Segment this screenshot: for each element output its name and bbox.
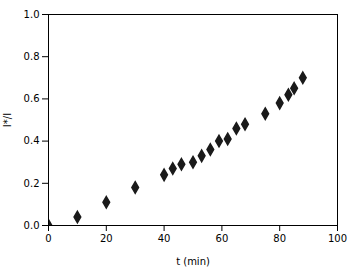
svg-text:0.8: 0.8 [24, 51, 40, 62]
svg-text:t (min): t (min) [176, 256, 210, 267]
svg-text:0.6: 0.6 [24, 93, 40, 104]
svg-text:0.4: 0.4 [24, 135, 40, 146]
svg-text:I*/I: I*/I [2, 113, 13, 127]
svg-text:100: 100 [328, 233, 347, 244]
svg-text:0.0: 0.0 [24, 220, 40, 231]
svg-text:1.0: 1.0 [24, 9, 40, 20]
svg-text:0.2: 0.2 [24, 178, 40, 189]
svg-text:20: 20 [100, 233, 113, 244]
svg-text:60: 60 [216, 233, 229, 244]
svg-text:80: 80 [273, 233, 286, 244]
svg-text:40: 40 [158, 233, 171, 244]
svg-text:0: 0 [45, 233, 51, 244]
